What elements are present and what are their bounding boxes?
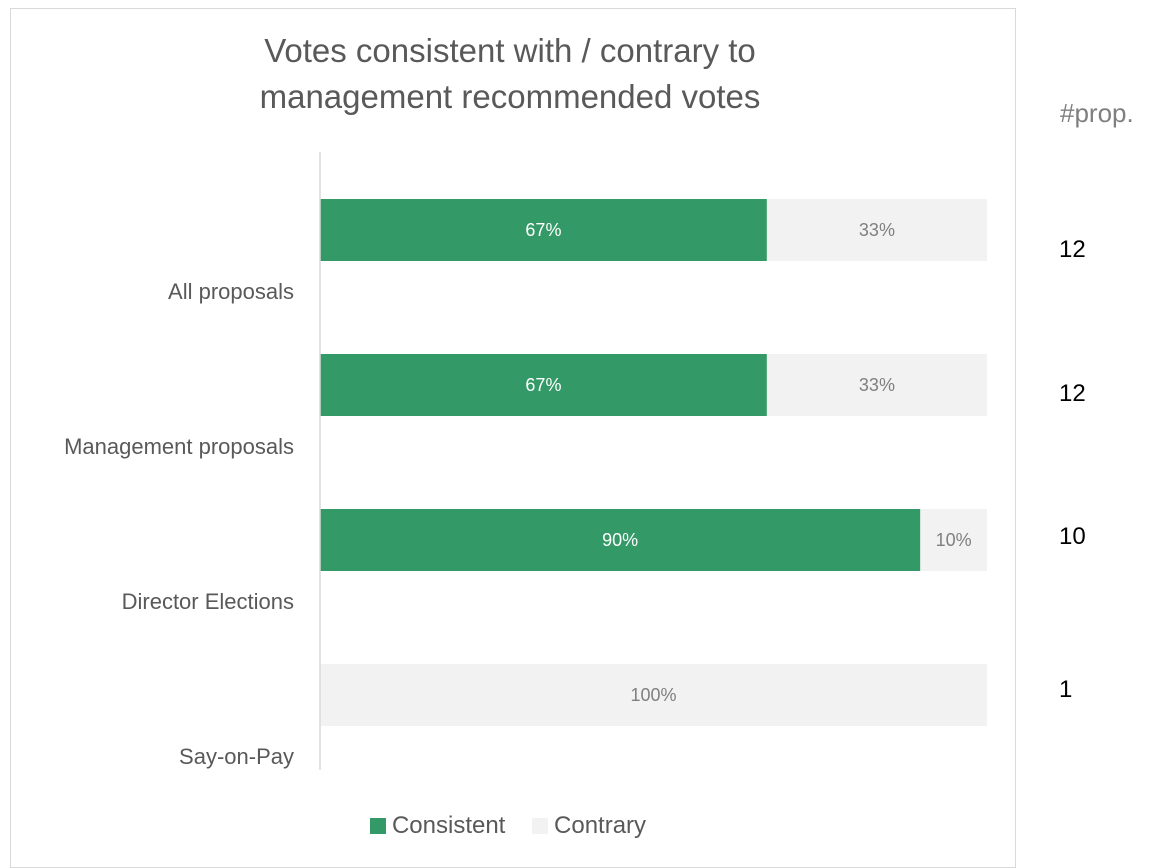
chart-legend: Consistent Contrary [0, 812, 1016, 841]
chart-title: Votes consistent with / contrary to mana… [10, 28, 1010, 120]
data-label-consistent-director-elections: 90% [602, 530, 638, 550]
bar-consistent-all-proposals [320, 199, 767, 261]
proposal-count-all: 12 [1059, 236, 1086, 263]
category-label-all-proposals: All proposals [168, 279, 294, 304]
data-label-contrary-director-elections: 10% [936, 530, 972, 550]
proposal-count-header: #prop. [1060, 98, 1134, 128]
category-label-director-elections: Director Elections [122, 589, 294, 614]
proposal-count-management: 12 [1059, 380, 1086, 407]
legend-item-consistent: Consistent [369, 812, 506, 840]
bar-contrary-all-proposals [766, 199, 987, 261]
data-label-consistent-all-proposals: 67% [525, 220, 561, 240]
legend-label-contrary: Contrary [554, 812, 647, 839]
data-label-contrary-management-proposals: 33% [859, 375, 895, 395]
proposal-count-say-on-pay: 1 [1059, 676, 1073, 703]
bar-consistent-management-proposals [320, 354, 767, 416]
data-label-consistent-management-proposals: 67% [525, 375, 561, 395]
category-label-management-proposals: Management proposals [64, 434, 294, 459]
bar-contrary-management-proposals [766, 354, 987, 416]
bar-contrary-director-elections [920, 509, 987, 571]
data-label-contrary-say-on-pay: 100% [630, 685, 676, 705]
chart-title-line-1: Votes consistent with / contrary to [264, 32, 756, 69]
chart-title-line-2: management recommended votes [259, 78, 761, 115]
bar-consistent-director-elections [320, 509, 921, 571]
legend-item-contrary: Contrary [532, 812, 646, 840]
bar-contrary-say-on-pay [320, 664, 987, 726]
legend-swatch-consistent [369, 818, 386, 834]
category-label-say-on-pay: Say-on-Pay [179, 744, 294, 769]
proposal-count-director: 10 [1059, 523, 1086, 550]
data-label-contrary-all-proposals: 33% [859, 220, 895, 240]
legend-label-consistent: Consistent [391, 812, 506, 839]
legend-swatch-contrary [532, 818, 549, 834]
